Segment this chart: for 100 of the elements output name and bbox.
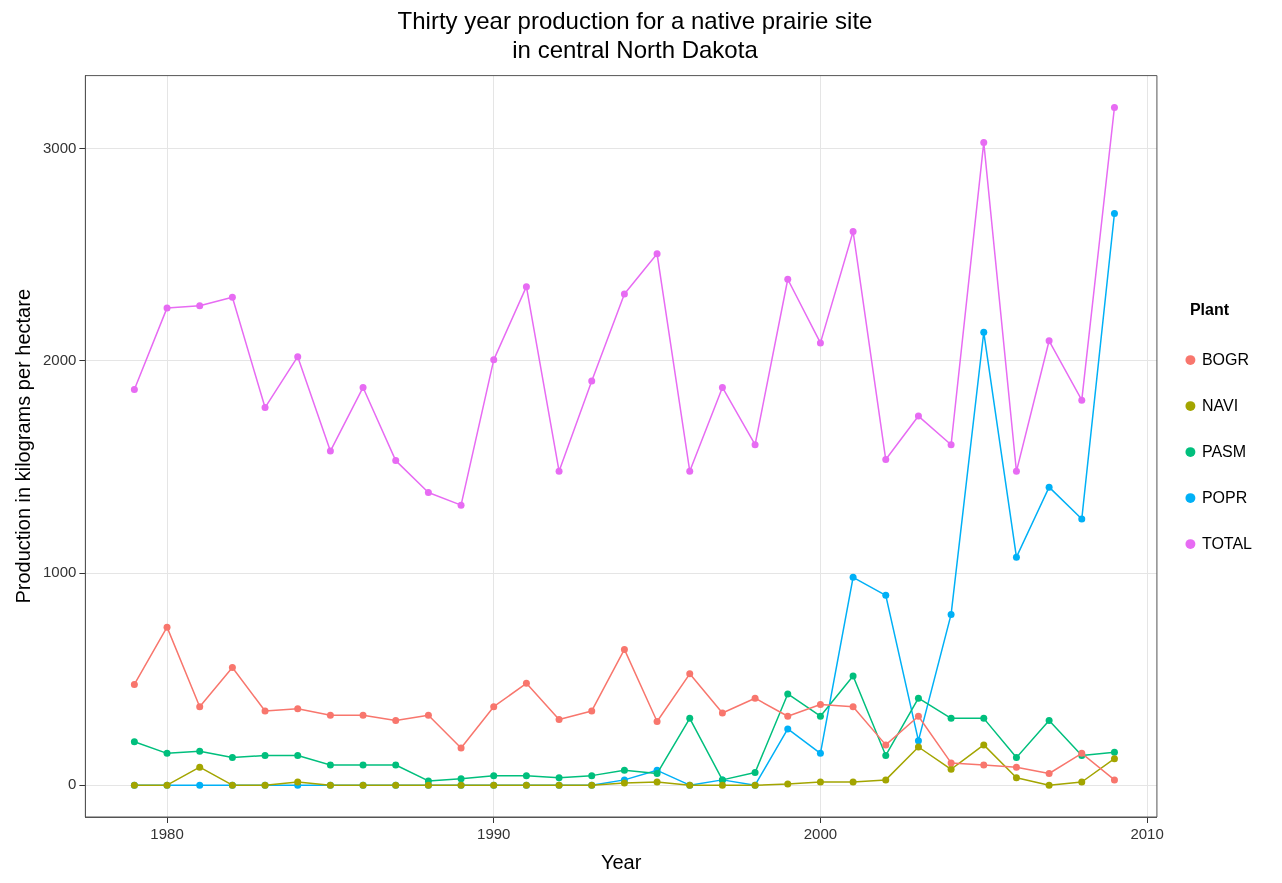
point bbox=[620, 766, 628, 774]
point bbox=[980, 714, 988, 722]
point bbox=[294, 353, 302, 361]
point bbox=[1110, 748, 1118, 756]
point bbox=[588, 377, 596, 385]
point bbox=[588, 772, 596, 780]
point bbox=[228, 293, 236, 301]
legend-title: Plant bbox=[1189, 301, 1230, 319]
point bbox=[914, 743, 922, 751]
point bbox=[457, 775, 465, 783]
point bbox=[196, 703, 204, 711]
legend-label: PASM bbox=[1201, 442, 1247, 460]
point bbox=[196, 781, 204, 789]
point bbox=[980, 761, 988, 769]
point bbox=[424, 711, 432, 719]
point bbox=[849, 573, 857, 581]
point bbox=[130, 680, 138, 688]
x-tick-label: 2000 bbox=[803, 825, 838, 843]
point bbox=[1012, 754, 1020, 762]
point bbox=[686, 670, 694, 678]
point bbox=[326, 447, 334, 455]
point bbox=[947, 759, 955, 767]
point bbox=[1045, 716, 1053, 724]
point bbox=[1045, 781, 1053, 789]
point bbox=[718, 781, 726, 789]
x-tick-label: 1990 bbox=[477, 825, 511, 843]
point bbox=[816, 339, 824, 347]
point bbox=[196, 302, 204, 310]
point bbox=[882, 776, 890, 784]
point bbox=[392, 716, 400, 724]
legend-label: TOTAL bbox=[1201, 534, 1253, 552]
point bbox=[751, 694, 759, 702]
point bbox=[228, 663, 236, 671]
legend-label: BOGR bbox=[1201, 350, 1250, 368]
y-tick-label: 3000 bbox=[42, 138, 77, 156]
point bbox=[816, 778, 824, 786]
point bbox=[1012, 553, 1020, 561]
point bbox=[522, 283, 530, 291]
point bbox=[653, 778, 661, 786]
point bbox=[1078, 515, 1086, 523]
point bbox=[196, 747, 204, 755]
point bbox=[163, 749, 171, 757]
point bbox=[326, 711, 334, 719]
point bbox=[130, 738, 138, 746]
point bbox=[261, 751, 269, 759]
point bbox=[294, 705, 302, 713]
point bbox=[522, 772, 530, 780]
point bbox=[849, 778, 857, 786]
point bbox=[163, 304, 171, 312]
point bbox=[196, 763, 204, 771]
point bbox=[784, 725, 792, 733]
x-axis-title: Year bbox=[600, 850, 642, 873]
point bbox=[457, 501, 465, 509]
point bbox=[882, 751, 890, 759]
point bbox=[914, 412, 922, 420]
point bbox=[588, 707, 596, 715]
point bbox=[980, 328, 988, 336]
point bbox=[816, 701, 824, 709]
y-tick-label: 0 bbox=[68, 775, 77, 793]
point bbox=[1078, 778, 1086, 786]
point bbox=[359, 761, 367, 769]
point bbox=[1045, 337, 1053, 345]
point bbox=[1110, 103, 1118, 111]
point bbox=[686, 467, 694, 475]
point bbox=[751, 441, 759, 449]
point bbox=[261, 404, 269, 412]
point bbox=[784, 780, 792, 788]
point bbox=[751, 768, 759, 776]
point bbox=[849, 703, 857, 711]
point bbox=[620, 290, 628, 298]
point bbox=[882, 591, 890, 599]
point bbox=[1012, 763, 1020, 771]
point bbox=[522, 679, 530, 687]
point bbox=[686, 714, 694, 722]
point bbox=[359, 383, 367, 391]
point bbox=[294, 751, 302, 759]
point bbox=[392, 457, 400, 465]
point bbox=[1078, 396, 1086, 404]
point bbox=[947, 610, 955, 618]
point bbox=[163, 623, 171, 631]
point bbox=[620, 645, 628, 653]
point bbox=[784, 275, 792, 283]
point bbox=[849, 672, 857, 680]
chart-title: Thirty year production for a native prairie site in central North Dakota bbox=[397, 7, 873, 63]
point bbox=[490, 703, 498, 711]
point bbox=[947, 714, 955, 722]
point bbox=[1110, 776, 1118, 784]
point bbox=[1110, 209, 1118, 217]
point bbox=[555, 467, 563, 475]
point bbox=[816, 749, 824, 757]
point bbox=[653, 718, 661, 726]
point bbox=[947, 441, 955, 449]
point bbox=[424, 488, 432, 496]
y-tick-label: 2000 bbox=[42, 351, 77, 369]
point bbox=[718, 383, 726, 391]
point bbox=[816, 712, 824, 720]
point bbox=[1045, 483, 1053, 491]
point bbox=[457, 744, 465, 752]
point bbox=[784, 712, 792, 720]
point bbox=[130, 386, 138, 394]
